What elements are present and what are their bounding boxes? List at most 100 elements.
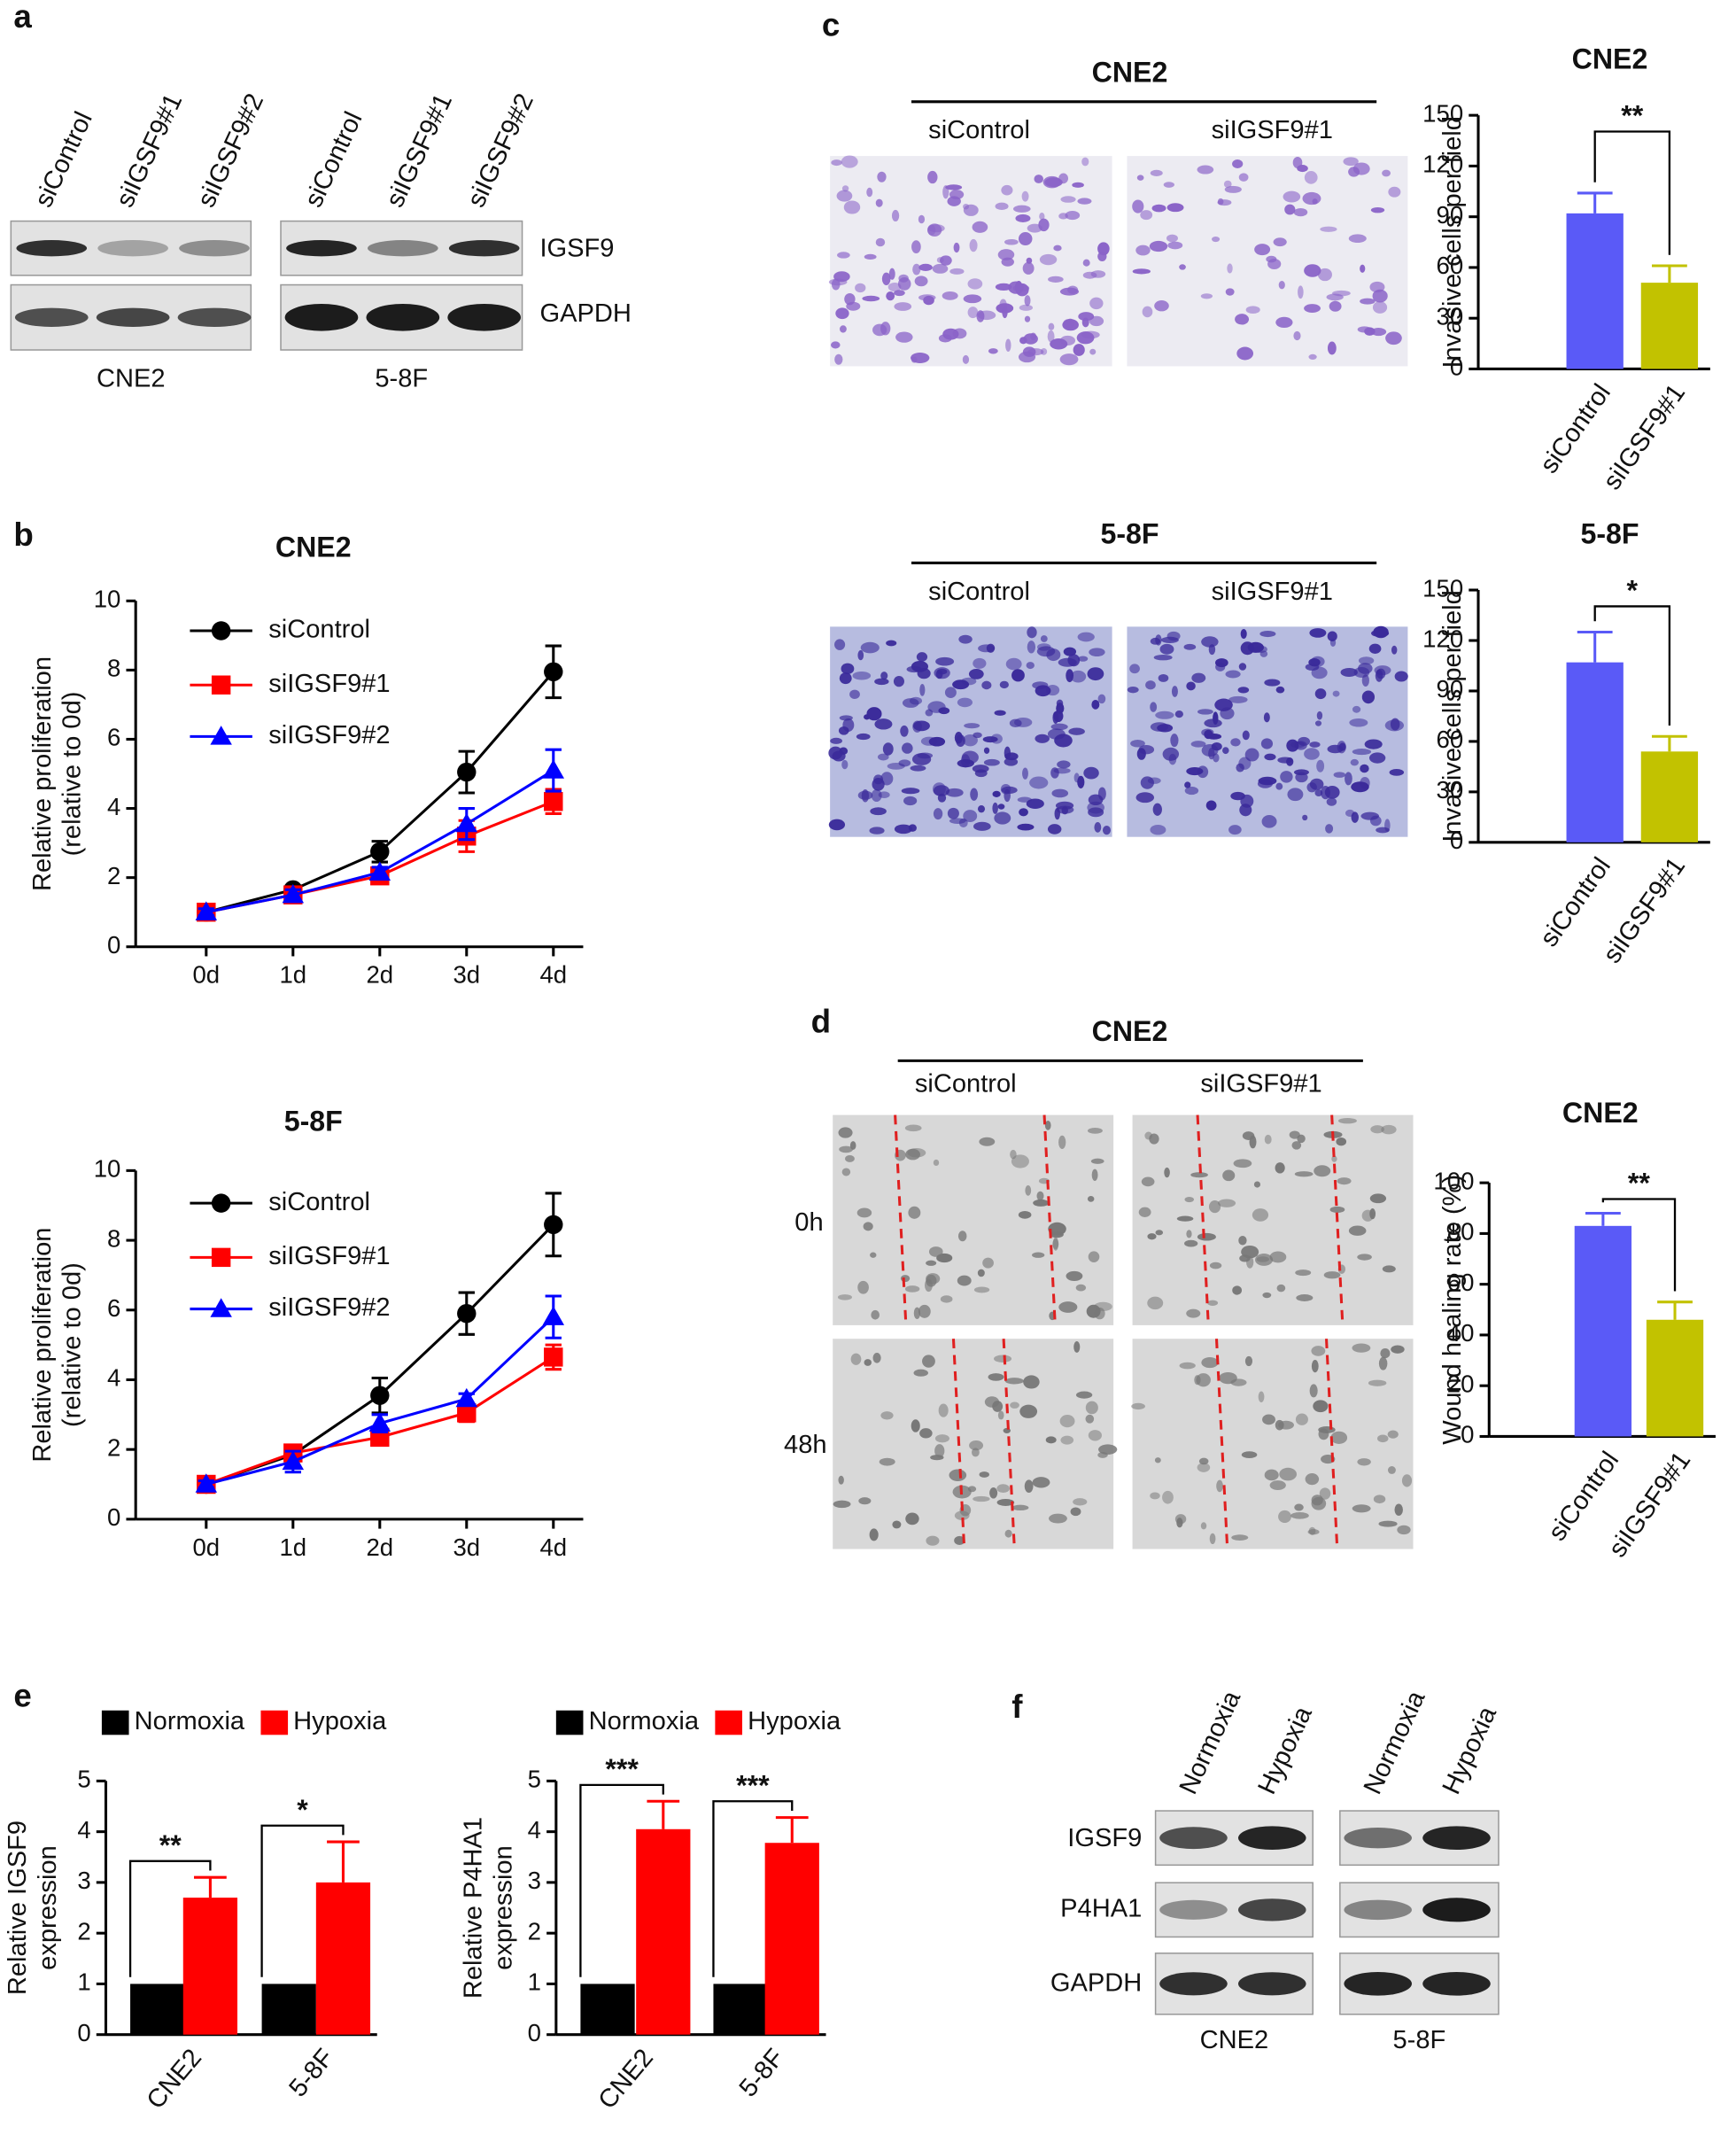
cell bbox=[900, 1275, 911, 1283]
cell bbox=[958, 634, 973, 644]
condition-label: siIGSF9#1 bbox=[1212, 578, 1333, 606]
cell bbox=[996, 1498, 1015, 1506]
cell bbox=[1290, 1511, 1309, 1519]
cell bbox=[1232, 1285, 1243, 1295]
cell bbox=[1348, 234, 1367, 243]
cell bbox=[830, 737, 842, 744]
chart-title: CNE2 bbox=[1562, 1097, 1639, 1129]
cell bbox=[933, 1159, 940, 1167]
cell bbox=[1291, 1141, 1302, 1150]
cell bbox=[858, 1497, 872, 1505]
blot-band bbox=[16, 240, 88, 257]
legend-label: siControl bbox=[268, 616, 370, 644]
cell bbox=[1051, 788, 1069, 798]
cell bbox=[973, 732, 982, 739]
cell bbox=[1184, 1239, 1198, 1247]
cell bbox=[1258, 1391, 1265, 1402]
cell bbox=[834, 353, 843, 365]
cell bbox=[1186, 766, 1204, 776]
cell bbox=[1207, 1300, 1219, 1306]
cell bbox=[1018, 1210, 1032, 1219]
y-tick-label: 3 bbox=[77, 1867, 90, 1894]
cell bbox=[1140, 210, 1153, 221]
cell bbox=[1294, 1171, 1314, 1177]
legend-swatch bbox=[260, 1710, 289, 1735]
cell bbox=[1345, 809, 1355, 817]
cell bbox=[1278, 280, 1285, 290]
cell bbox=[1279, 1467, 1298, 1481]
cell bbox=[1073, 344, 1085, 356]
cell bbox=[1205, 800, 1217, 811]
cell bbox=[957, 759, 974, 768]
cell bbox=[908, 1206, 921, 1219]
point bbox=[544, 662, 563, 682]
cell bbox=[855, 283, 866, 293]
cell bbox=[957, 697, 973, 708]
cell bbox=[989, 1487, 998, 1499]
cell bbox=[1254, 244, 1271, 256]
cell bbox=[1200, 1522, 1207, 1530]
y-tick-label: 0 bbox=[107, 1503, 120, 1531]
cell bbox=[1070, 1507, 1081, 1517]
protein-label: GAPDH bbox=[1050, 1969, 1142, 1998]
cell bbox=[1200, 293, 1213, 299]
y-axis-label: Relative IGSF9 bbox=[4, 1821, 32, 1995]
cell bbox=[1048, 276, 1064, 283]
cell bbox=[1190, 1172, 1208, 1178]
cell bbox=[995, 202, 1009, 211]
cell bbox=[1158, 673, 1169, 682]
cell bbox=[1214, 698, 1233, 711]
cell bbox=[1138, 745, 1155, 755]
cell bbox=[995, 283, 1012, 291]
timepoint-label: 0h bbox=[794, 1208, 823, 1237]
cell bbox=[838, 1475, 844, 1485]
cell bbox=[1309, 1384, 1318, 1398]
cell bbox=[1352, 705, 1361, 713]
cell bbox=[1304, 171, 1318, 184]
point bbox=[282, 883, 305, 904]
cell bbox=[1304, 304, 1321, 313]
cell bbox=[1298, 285, 1304, 299]
cell bbox=[1059, 1415, 1075, 1428]
cell bbox=[1049, 1513, 1067, 1524]
cell bbox=[1171, 686, 1178, 697]
cell bbox=[1222, 1169, 1236, 1182]
lane-label: siIGSF9#1 bbox=[381, 89, 458, 212]
legend-label: Normoxia bbox=[589, 1707, 700, 1735]
cell bbox=[857, 1280, 869, 1294]
cell bbox=[1295, 1269, 1312, 1277]
cell bbox=[1059, 353, 1079, 366]
cell bbox=[914, 276, 928, 287]
point bbox=[457, 1403, 477, 1423]
y-tick-label: 8 bbox=[107, 655, 120, 682]
cell bbox=[1308, 353, 1317, 361]
blot-band bbox=[447, 303, 522, 331]
wound-edge bbox=[1324, 1339, 1339, 1549]
cell bbox=[1387, 1430, 1399, 1439]
cell bbox=[1089, 348, 1097, 355]
cell bbox=[1129, 664, 1140, 674]
cell bbox=[1132, 199, 1144, 214]
cell bbox=[1280, 771, 1293, 783]
cell bbox=[1317, 268, 1332, 282]
cell bbox=[1147, 1233, 1157, 1240]
cell bbox=[1369, 281, 1385, 293]
cell bbox=[841, 155, 858, 168]
cell bbox=[1022, 767, 1028, 780]
cell bbox=[1278, 1510, 1291, 1524]
cell bbox=[1075, 1284, 1087, 1292]
x-tick-label: 0d bbox=[192, 961, 220, 989]
cell bbox=[1302, 191, 1321, 206]
panel-label: a bbox=[13, 0, 32, 35]
cell bbox=[1131, 1402, 1145, 1410]
y-tick-label: 0 bbox=[107, 931, 120, 959]
cell bbox=[1027, 640, 1036, 654]
cell bbox=[833, 271, 850, 283]
cell bbox=[1345, 772, 1352, 786]
cell bbox=[945, 788, 964, 797]
cell bbox=[986, 643, 996, 653]
cell bbox=[935, 656, 955, 666]
cell bbox=[1068, 727, 1085, 735]
cell bbox=[1382, 169, 1391, 177]
cell bbox=[1147, 1296, 1164, 1310]
